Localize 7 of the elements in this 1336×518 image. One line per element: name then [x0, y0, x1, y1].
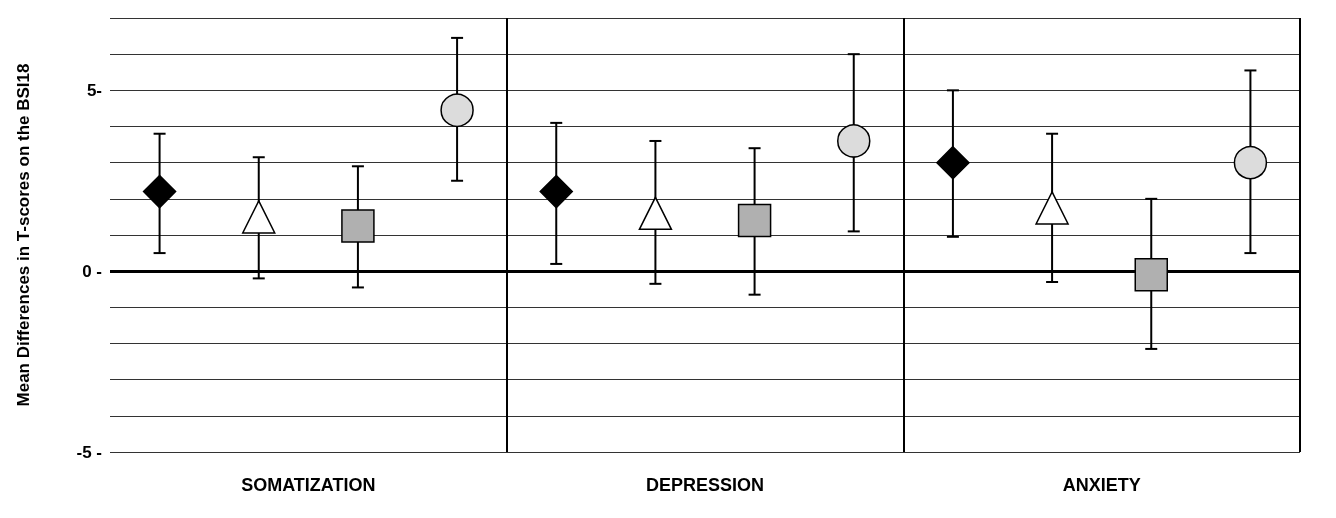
x-tick-label: DEPRESSION [645, 475, 765, 495]
y-tick-label: 5- [86, 80, 102, 100]
x-tick-label: ANXIETY [1062, 475, 1141, 495]
x-tick-label: SOMATIZATION [241, 475, 376, 495]
y-tick-label: -5 - [76, 442, 102, 462]
y-tick-label: 0 - [82, 261, 102, 281]
y-axis-title: Mean Differences in T-scores on the BSI18 [14, 63, 33, 407]
